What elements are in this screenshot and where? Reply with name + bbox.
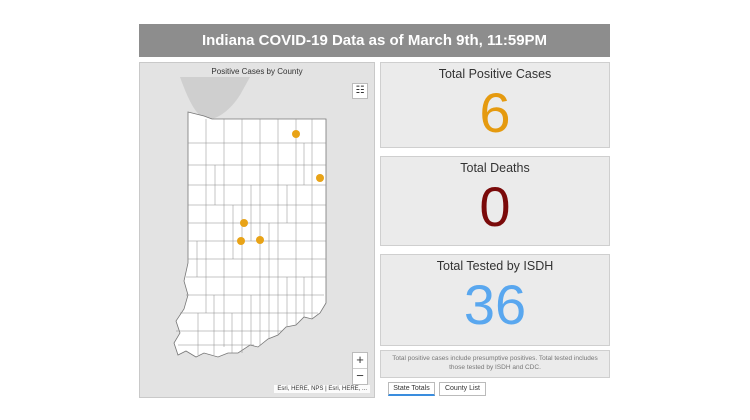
case-marker[interactable] <box>292 130 300 138</box>
tab-state-totals[interactable]: State Totals <box>388 382 435 396</box>
list-icon: ☷ <box>355 85 365 96</box>
total-positive-panel: Total Positive Cases 6 <box>380 62 610 148</box>
dashboard-header: Indiana COVID-19 Data as of March 9th, 1… <box>139 24 610 57</box>
case-markers[interactable] <box>237 130 324 245</box>
indiana-state-outline <box>173 111 327 358</box>
case-marker[interactable] <box>237 237 245 245</box>
footnote: Total positive cases include presumptive… <box>380 350 610 378</box>
total-deaths-panel: Total Deaths 0 <box>380 156 610 246</box>
legend-button[interactable]: ☷ <box>352 83 368 99</box>
total-positive-title: Total Positive Cases <box>438 67 552 81</box>
case-marker[interactable] <box>256 236 264 244</box>
county-map-panel[interactable]: Positive Cases by County ☷ + − Esri, HER… <box>139 62 375 398</box>
total-tested-title: Total Tested by ISDH <box>436 259 554 273</box>
case-marker[interactable] <box>316 174 324 182</box>
zoom-in-button[interactable]: + <box>353 353 367 369</box>
total-deaths-title: Total Deaths <box>460 161 530 175</box>
case-marker[interactable] <box>240 219 248 227</box>
map-title: Positive Cases by County <box>211 67 303 76</box>
tab-county-list[interactable]: County List <box>439 382 486 396</box>
total-tested-value: 36 <box>463 273 527 336</box>
lake-michigan <box>180 77 250 120</box>
zoom-control[interactable]: + − <box>352 352 368 385</box>
dashboard-title: Indiana COVID-19 Data as of March 9th, 1… <box>201 32 548 49</box>
indiana-county-map[interactable] <box>140 63 375 398</box>
total-positive-value: 6 <box>479 81 511 144</box>
zoom-out-button[interactable]: − <box>356 368 364 383</box>
total-tested-panel: Total Tested by ISDH 36 <box>380 254 610 346</box>
total-deaths-value: 0 <box>479 175 511 238</box>
map-attribution[interactable]: Esri, HERE, NPS | Esri, HERE, ... <box>274 385 370 393</box>
county-borders <box>176 119 326 355</box>
